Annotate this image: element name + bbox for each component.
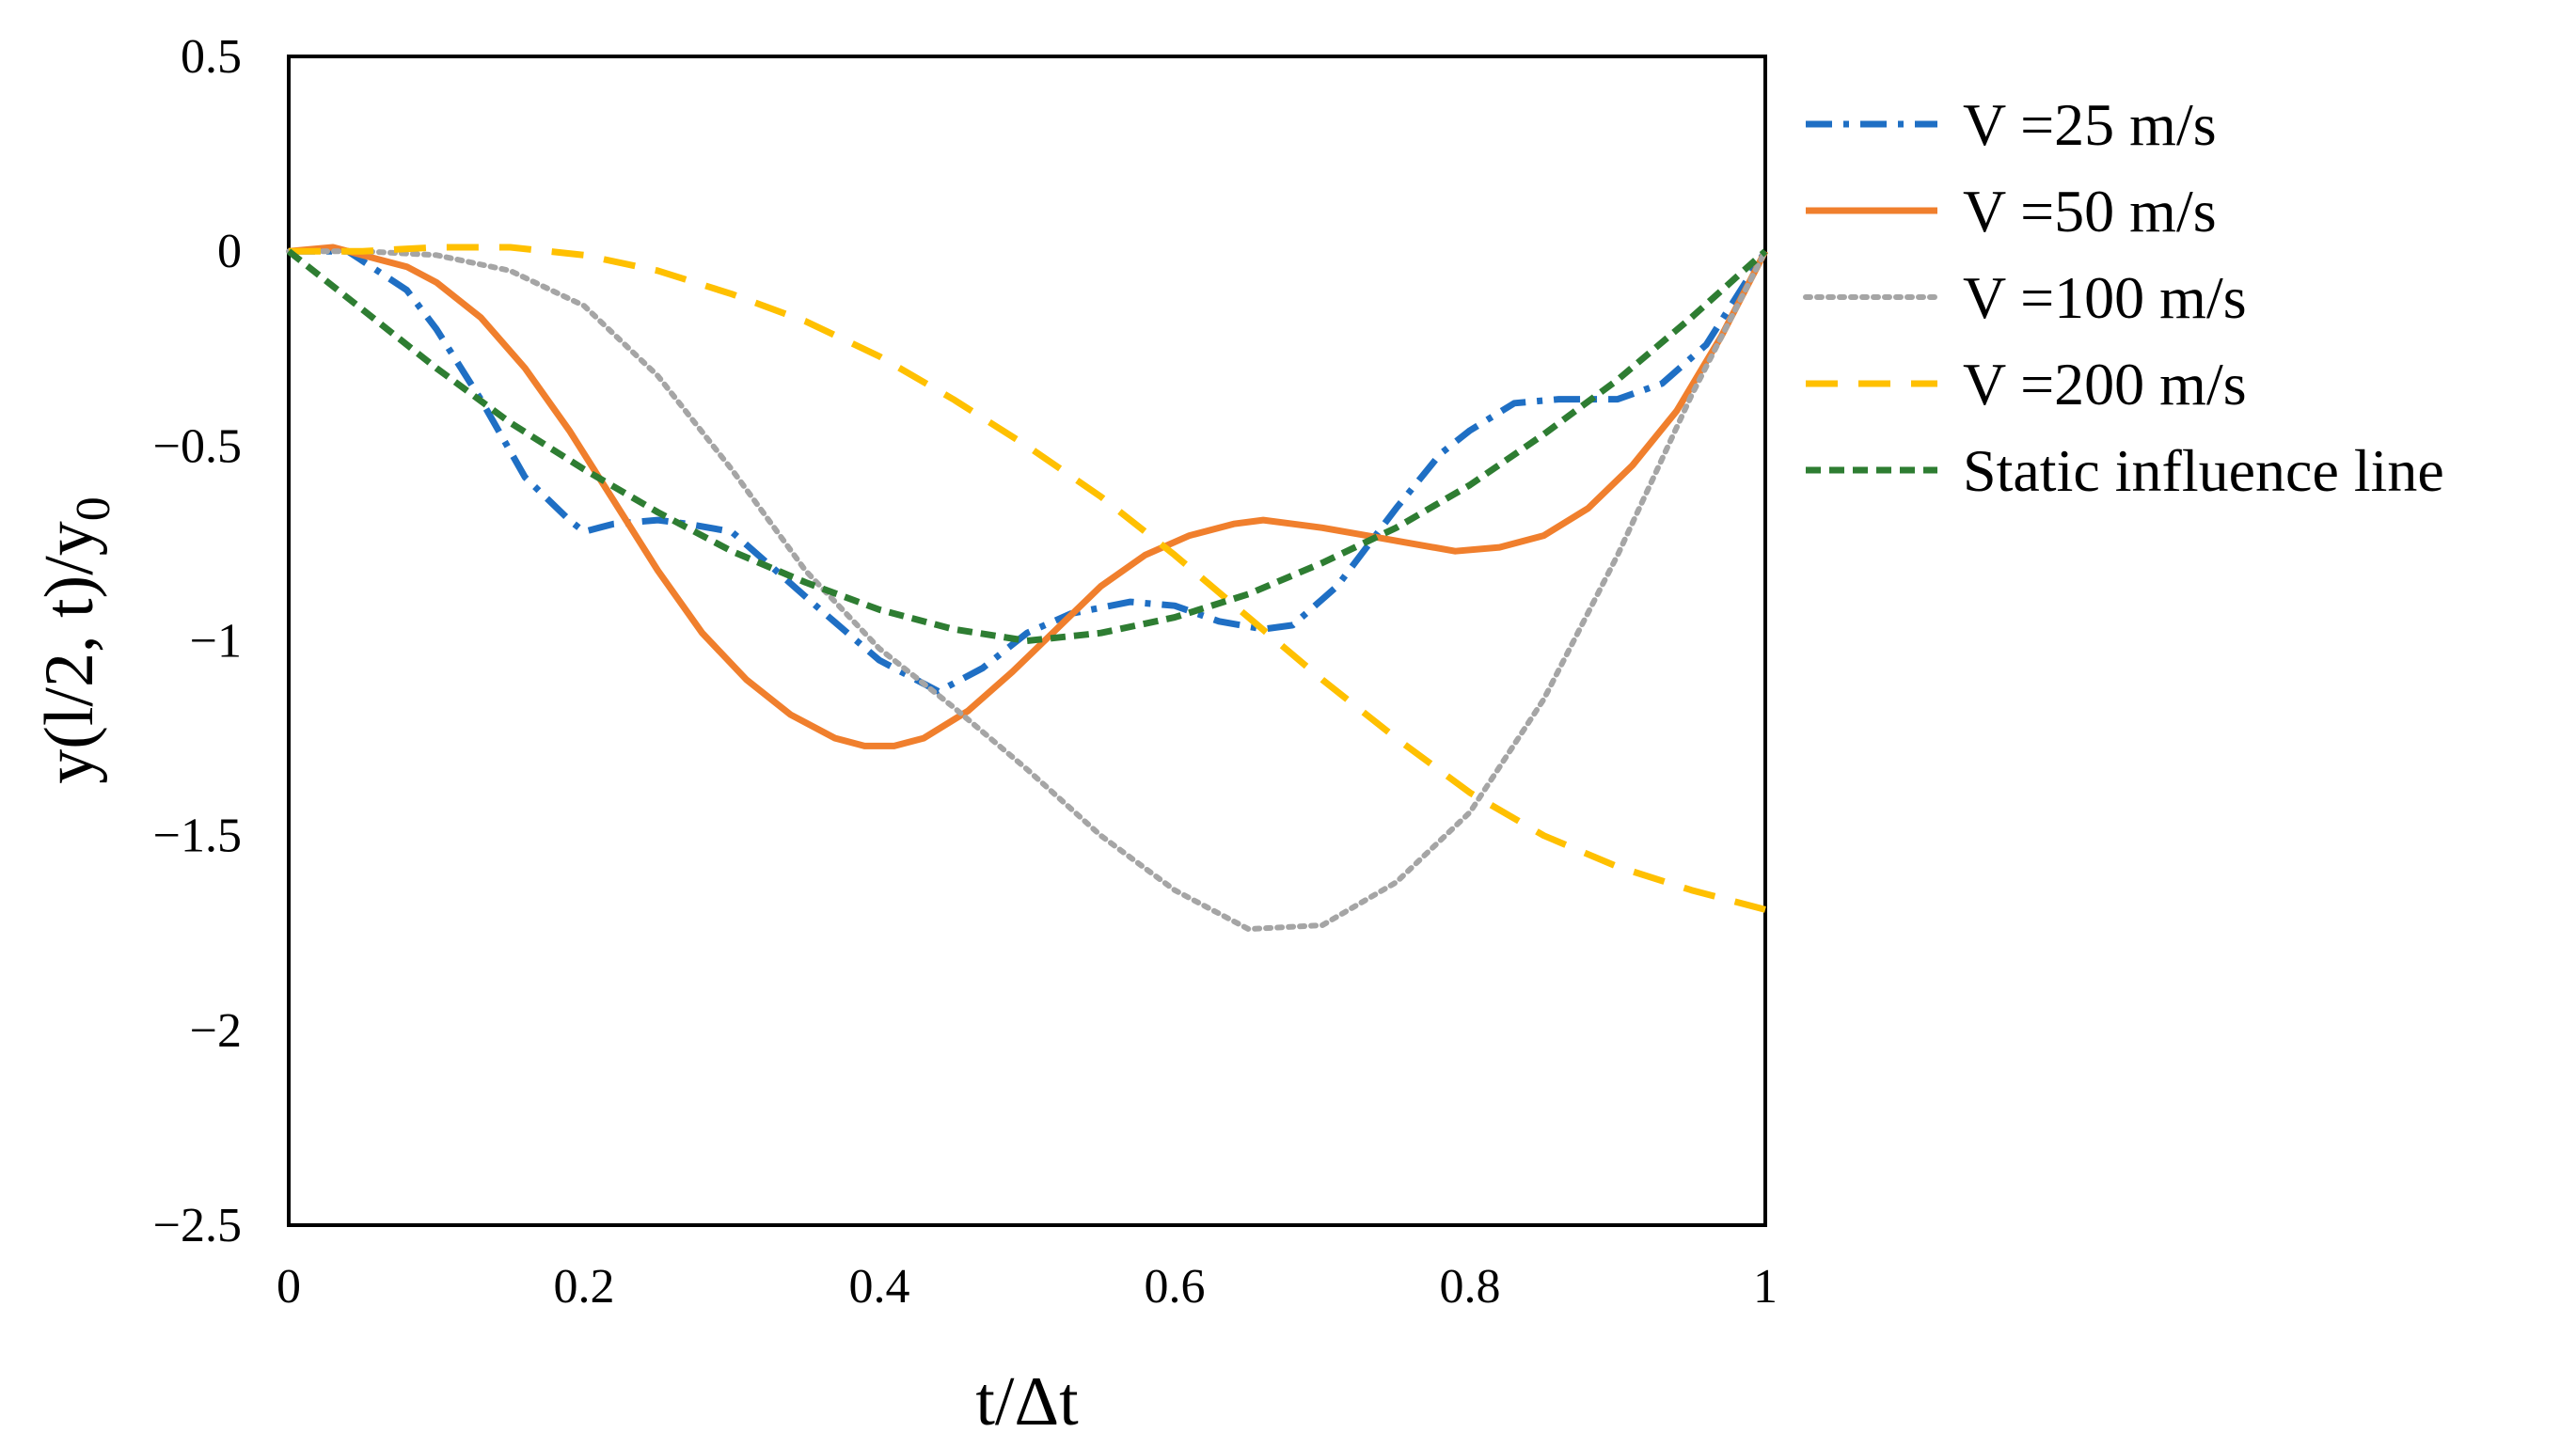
y-tick-label: 0 — [217, 225, 242, 278]
legend-label-v-100-m-s: V =100 m/s — [1963, 264, 2247, 331]
y-axis-title: y(l/2, t)/y0 — [31, 496, 120, 784]
x-tick-label: 0.2 — [554, 1260, 615, 1314]
plot-area — [287, 55, 1767, 1227]
series-line-v-25-m-s — [289, 247, 1768, 695]
legend-label-static-influence-line: Static influence line — [1963, 437, 2444, 504]
x-tick-label: 0.4 — [849, 1260, 910, 1314]
y-tick-label: −1 — [190, 615, 242, 669]
legend-label-v-50-m-s: V =50 m/s — [1963, 178, 2217, 244]
x-tick-label: 1 — [1753, 1260, 1778, 1314]
x-axis-title: t/Δt — [975, 1363, 1079, 1440]
legend: V =25 m/s V =50 m/s V =100 m/s V =200 m/s St… — [1803, 91, 2444, 504]
x-tick-label: 0.6 — [1145, 1260, 1206, 1314]
y-tick-label: −0.5 — [153, 419, 242, 473]
y-tick-label: −1.5 — [153, 810, 242, 863]
y-axis-title-subscript: 0 — [67, 496, 120, 521]
series-line-v-100-m-s — [286, 248, 1768, 933]
series-line-v-50-m-s — [288, 244, 1769, 749]
series-line-static-influence-line — [286, 248, 1768, 644]
x-tick-label: 0 — [277, 1260, 301, 1314]
legend-label-v-200-m-s: V =200 m/s — [1963, 351, 2247, 417]
legend-label-v-25-m-s: V =25 m/s — [1963, 91, 2217, 158]
y-tick-label: −2 — [190, 1004, 242, 1058]
x-tick-label: 0.8 — [1440, 1260, 1501, 1314]
y-tick-label: −2.5 — [153, 1199, 242, 1252]
tick-layer: 0 0.2 0.4 0.6 0.8 1 0.5 0 −0.5 −1 −1.5 −2 −2.5 — [153, 30, 1778, 1314]
y-tick-label: 0.5 — [181, 30, 242, 84]
y-axis-title-main: y(l/2, t)/y — [31, 521, 108, 784]
series-layer — [286, 244, 1769, 933]
